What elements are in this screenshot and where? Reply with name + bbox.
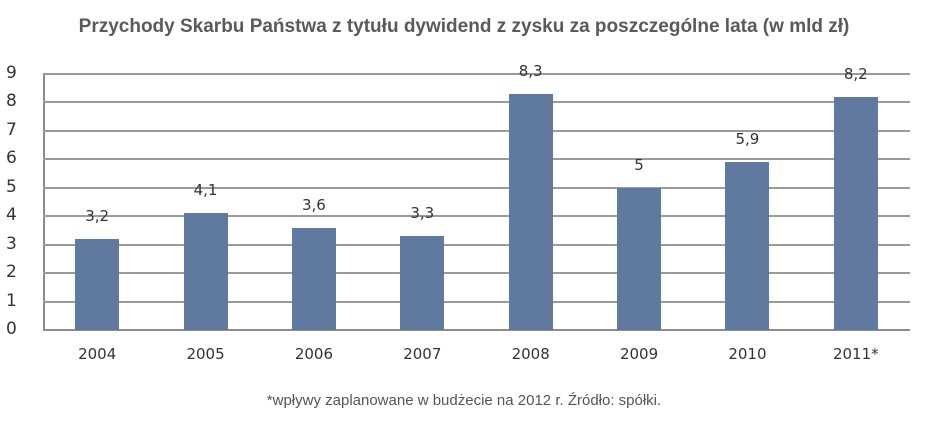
footnote: *wpływy zaplanowane w budżecie na 2012 r…	[266, 392, 662, 409]
y-tick-label: 8	[6, 91, 17, 112]
value-label: 8,2	[843, 64, 868, 83]
gridline	[43, 215, 910, 218]
chart-title: Przychody Skarbu Państwa z tytułu dywide…	[78, 16, 850, 37]
value-label: 8,3	[518, 61, 543, 80]
x-tick-label: 2008	[511, 345, 550, 363]
value-label: 3,3	[410, 204, 435, 223]
gridline	[43, 243, 910, 246]
x-tick-label: 2009	[619, 345, 659, 363]
gridline	[43, 129, 910, 132]
gridline	[43, 158, 910, 161]
y-axis-line	[43, 74, 45, 330]
gridline	[43, 101, 910, 104]
value-label: 3,2	[85, 206, 110, 225]
value-label: 4,1	[193, 181, 218, 200]
bar-2005	[183, 213, 228, 330]
y-tick-label: 5	[6, 176, 17, 197]
bar-2010	[725, 162, 770, 330]
bar-2009	[617, 187, 662, 330]
value-label: 5,9	[735, 130, 760, 149]
bar-2004	[75, 238, 120, 330]
x-tick-label: 2004	[78, 345, 117, 363]
x-axis-line	[43, 329, 910, 331]
bar-2006	[291, 227, 336, 330]
gridline	[43, 73, 910, 75]
y-tick-label: 3	[6, 233, 17, 254]
gridline	[43, 300, 910, 303]
bar-2011	[833, 96, 878, 330]
x-tick-label: 2006	[294, 345, 334, 363]
plot-area: 3,2 4,1 3,6 3,3 8,3 5 5,9 8,2	[43, 62, 910, 331]
y-tick-label: 9	[6, 63, 17, 83]
bar-2008	[508, 93, 553, 330]
gridline	[43, 272, 910, 275]
y-tick-label: 1	[6, 290, 17, 311]
x-tick-label: 2011*	[832, 345, 879, 363]
gridline	[43, 186, 910, 189]
x-tick-label: 2007	[403, 345, 442, 363]
bar-2007	[400, 236, 445, 330]
y-tick-label: 4	[6, 205, 17, 226]
y-tick-label: 6	[6, 148, 17, 169]
x-tick-label: 2010	[728, 345, 767, 363]
value-label: 5	[634, 155, 644, 174]
value-label: 3,6	[302, 195, 326, 214]
x-tick-label: 2005	[186, 345, 225, 363]
y-tick-label: 2	[6, 262, 17, 283]
y-tick-label: 7	[6, 119, 17, 140]
y-tick-label: 0	[6, 319, 17, 339]
